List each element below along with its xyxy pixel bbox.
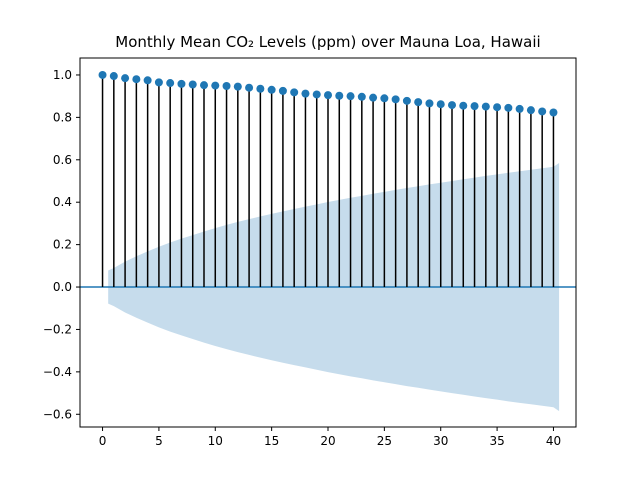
- marker-lag-39: [538, 107, 547, 116]
- x-tick-label: 15: [264, 434, 279, 448]
- marker-lag-3: [132, 75, 141, 84]
- marker-lag-4: [143, 76, 152, 85]
- marker-lag-2: [121, 74, 130, 83]
- marker-lag-18: [301, 89, 310, 98]
- marker-lag-26: [391, 95, 400, 104]
- marker-lag-15: [267, 85, 276, 94]
- y-tick-label: 0.8: [53, 110, 72, 124]
- x-tick-label: 0: [99, 434, 107, 448]
- marker-lag-12: [233, 82, 242, 91]
- marker-lag-0: [98, 70, 107, 79]
- marker-lag-20: [324, 91, 332, 100]
- y-tick-label: 0.4: [53, 195, 72, 209]
- marker-lag-34: [481, 102, 490, 111]
- marker-lag-36: [504, 103, 513, 112]
- marker-lag-21: [335, 91, 344, 100]
- marker-lag-7: [177, 79, 186, 88]
- y-tick-label: −0.6: [43, 407, 72, 421]
- marker-lag-31: [448, 101, 456, 110]
- marker-lag-37: [515, 104, 524, 113]
- y-tick-label: −0.4: [43, 365, 72, 379]
- marker-lag-38: [526, 106, 535, 115]
- chart-title: Monthly Mean CO₂ Levels (ppm) over Mauna…: [115, 33, 541, 51]
- marker-lag-19: [312, 90, 321, 99]
- y-axis: −0.6 −0.4 −0.2 0.0 0.2 0.4 0.6 0.8 1.0: [43, 68, 80, 421]
- marker-lag-10: [211, 81, 220, 90]
- x-tick-label: 10: [208, 434, 223, 448]
- marker-lag-25: [380, 94, 389, 103]
- x-tick-label: 5: [155, 434, 163, 448]
- x-tick-label: 20: [320, 434, 335, 448]
- x-tick-label: 40: [546, 434, 561, 448]
- marker-lag-33: [470, 102, 479, 111]
- marker-lag-22: [346, 92, 355, 101]
- marker-lag-32: [459, 101, 468, 110]
- marker-lag-35: [493, 103, 502, 112]
- marker-lag-14: [256, 84, 265, 93]
- y-tick-label: 0.0: [53, 280, 72, 294]
- marker-lag-30: [436, 100, 445, 109]
- marker-lag-16: [278, 86, 287, 95]
- y-tick-label: 0.2: [53, 238, 72, 252]
- marker-lag-17: [290, 88, 299, 97]
- stems-group: [101, 74, 555, 288]
- marker-lag-40: [549, 108, 558, 117]
- y-tick-label: 0.6: [53, 153, 72, 167]
- marker-lag-1: [109, 72, 118, 81]
- marker-lag-9: [200, 81, 208, 90]
- marker-lag-8: [188, 80, 197, 89]
- marker-lag-27: [402, 96, 411, 105]
- marker-lag-23: [357, 92, 366, 101]
- marker-lag-29: [425, 99, 434, 108]
- y-tick-label: −0.2: [43, 322, 72, 336]
- x-axis: 0 5 10 15 20 25 30 35 40: [99, 427, 561, 448]
- marker-lag-5: [154, 78, 163, 87]
- marker-lag-13: [245, 83, 254, 92]
- x-tick-label: 25: [377, 434, 392, 448]
- marker-lag-24: [369, 93, 378, 102]
- x-tick-label: 30: [433, 434, 448, 448]
- marker-lag-28: [414, 98, 423, 107]
- marker-lag-11: [222, 81, 231, 90]
- y-tick-label: 1.0: [53, 68, 72, 82]
- markers-group: [98, 70, 558, 117]
- marker-lag-6: [166, 79, 175, 88]
- x-tick-label: 35: [489, 434, 504, 448]
